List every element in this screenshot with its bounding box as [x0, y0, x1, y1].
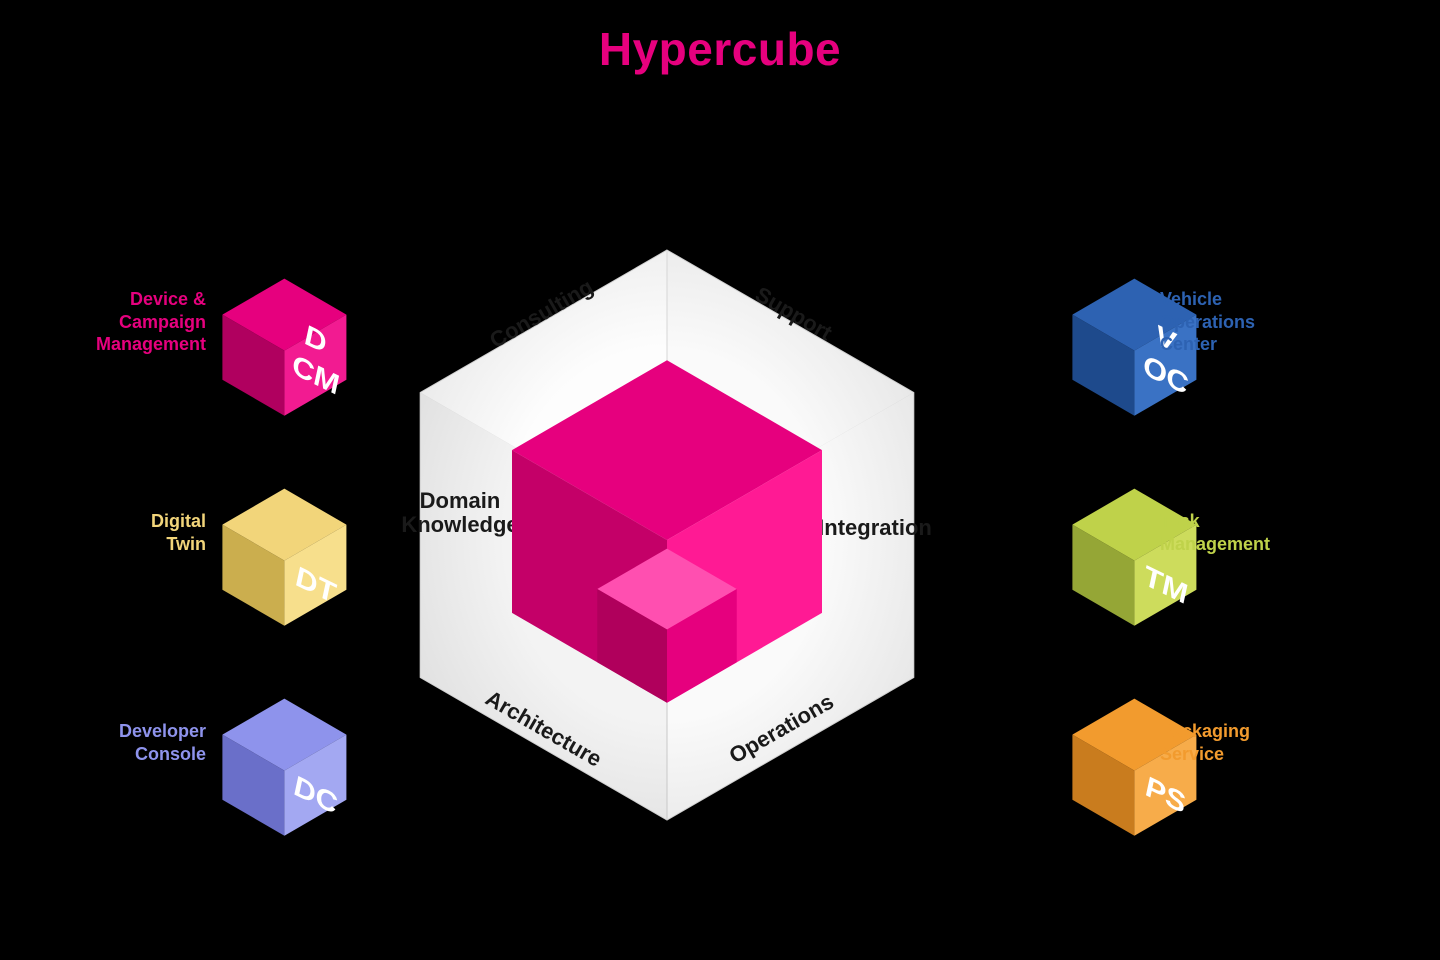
label-dc: DeveloperConsole [94, 720, 206, 765]
cube-dt: DT [210, 480, 359, 666]
cube-dcm: DCM [210, 270, 359, 456]
label-tm: TaskManagement [1160, 510, 1310, 555]
cube-ps: PS [1060, 690, 1209, 876]
cube-dc: DC [210, 690, 359, 876]
svg-text:Integration: Integration [818, 515, 932, 540]
label-ps: PackagingService [1160, 720, 1310, 765]
hex-label: Integration [818, 515, 932, 540]
diagram-stage: Hypercube ConsultingSupportDomainKnowled… [0, 0, 1440, 960]
label-voc: VehicleOperationsCenter [1160, 288, 1310, 356]
label-dt: DigitalTwin [94, 510, 206, 555]
label-dcm: Device &CampaignManagement [94, 288, 206, 356]
cube-tm: TM [1060, 480, 1209, 666]
